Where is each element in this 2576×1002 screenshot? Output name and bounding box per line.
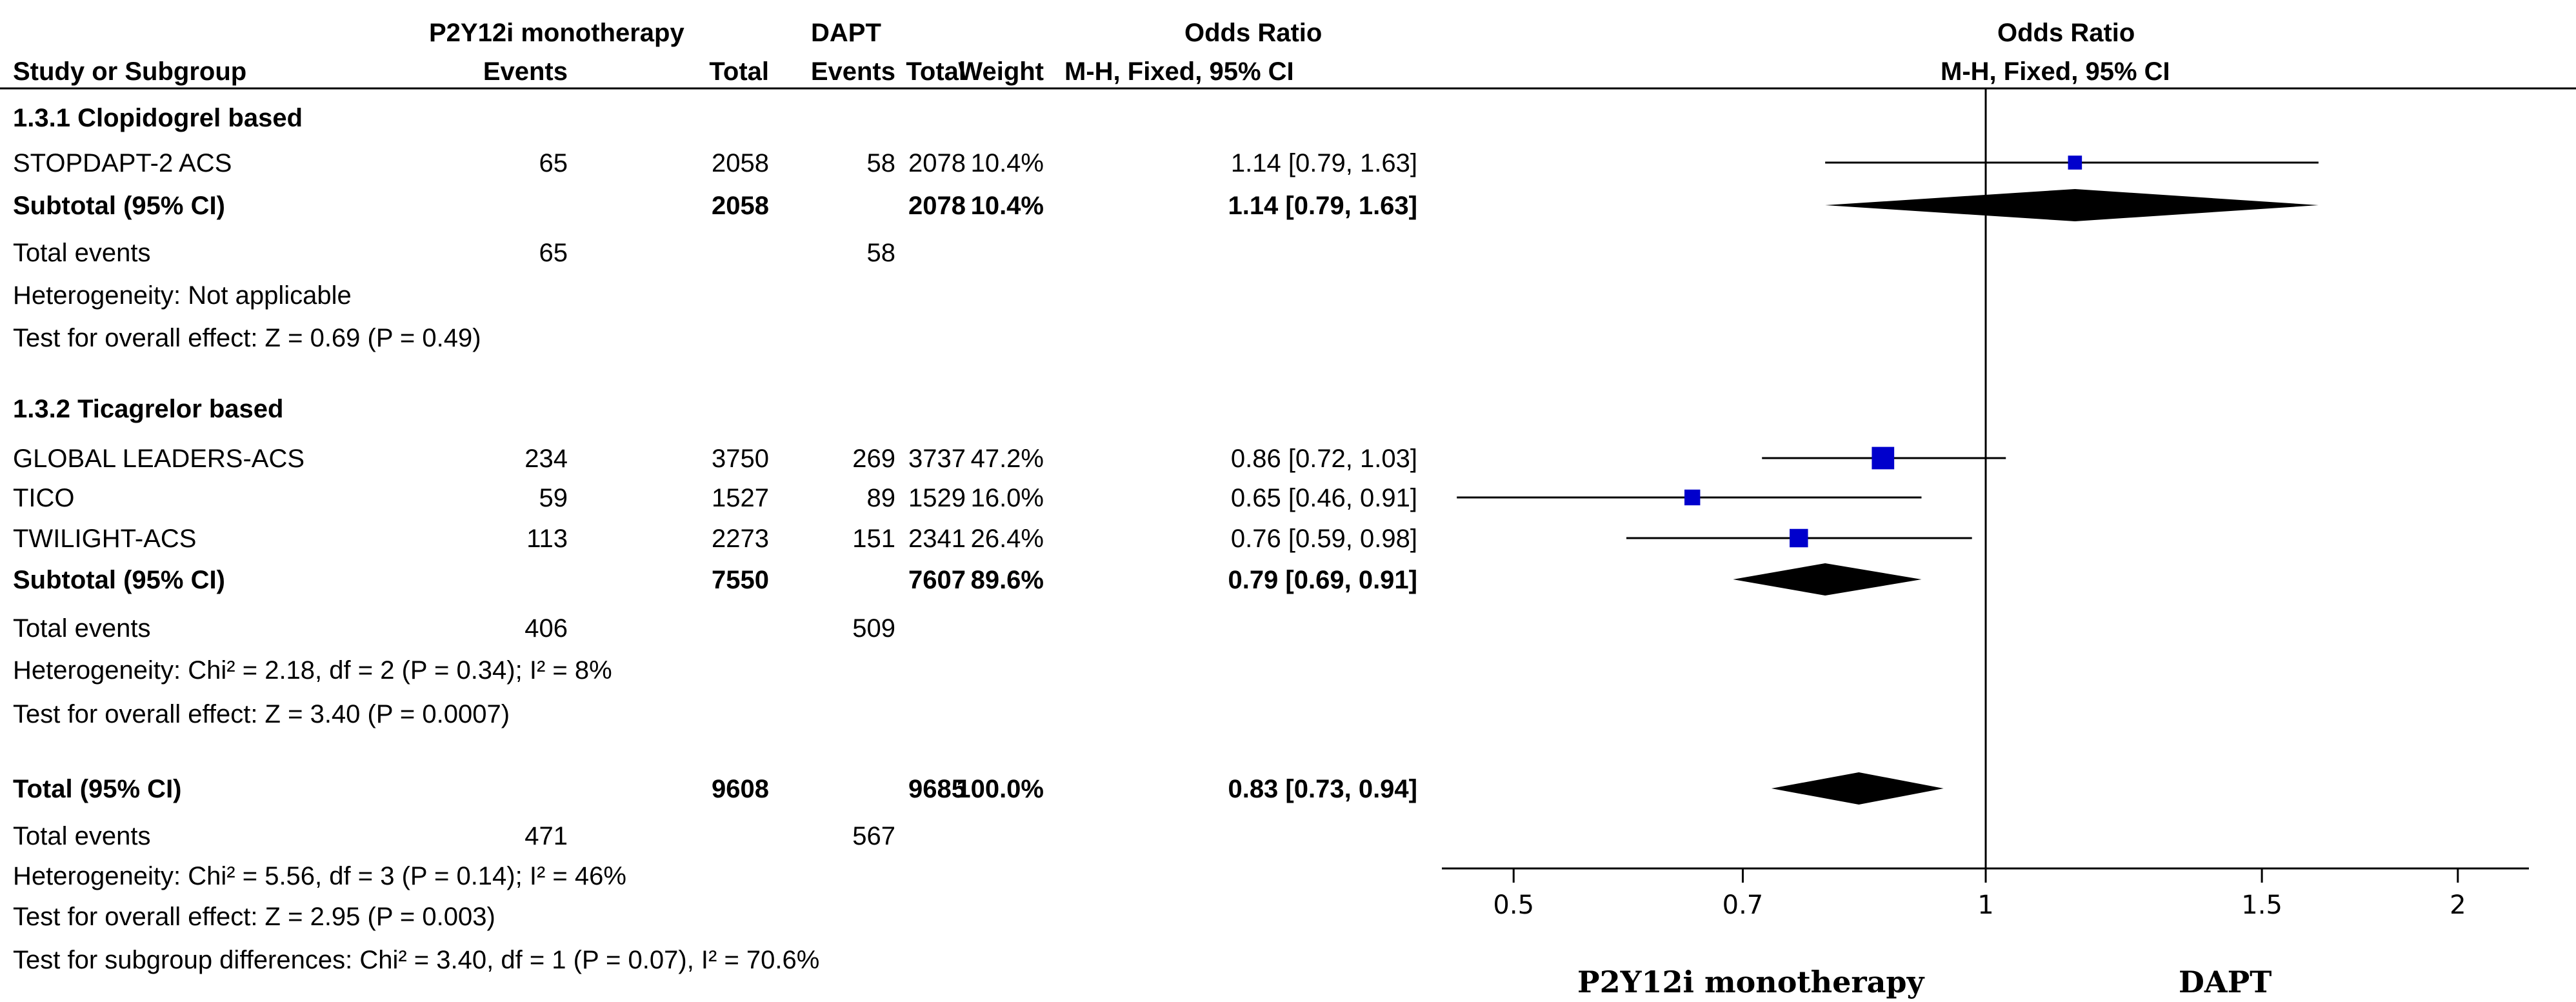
note-label: Heterogeneity: Not applicable [13, 281, 352, 310]
cell-total-ctl: 3737 [908, 445, 966, 473]
header-or-table: Odds Ratio [1184, 19, 1322, 47]
note-label: Test for overall effect: Z = 3.40 (P = 0… [13, 700, 510, 728]
cell-events-ctl: 58 [867, 149, 896, 177]
cell-or-ci: 1.14 [0.79, 1.63] [1231, 149, 1417, 177]
cell-events-ctl: 151 [852, 525, 895, 553]
cell-or-ci: 1.14 [0.79, 1.63] [1228, 192, 1417, 220]
study-label: TICO [13, 484, 75, 512]
note-label: Test for subgroup differences: Chi² = 3.… [13, 946, 819, 974]
cell-total-exp: 7550 [712, 566, 769, 594]
cell-events-exp: 406 [524, 614, 568, 643]
group-label: 1.3.1 Clopidogrel based [13, 104, 303, 132]
cell-events-exp: 59 [539, 484, 568, 512]
study-point-square [1872, 446, 1895, 470]
study-point-square [1684, 489, 1701, 506]
cell-or-ci: 0.65 [0.46, 0.91] [1231, 484, 1417, 512]
cell-events-exp: 113 [526, 525, 568, 553]
cell-or-ci: 0.79 [0.69, 0.91] [1228, 566, 1417, 594]
cell-total-ctl: 2341 [908, 525, 966, 553]
x-tick-label: 1 [1977, 890, 1993, 920]
header-weight: Weight [958, 57, 1044, 86]
group-label: 1.3.2 Ticagrelor based [13, 395, 283, 423]
cell-or-ci: 0.86 [0.72, 1.03] [1231, 445, 1417, 473]
events-label: Total events [13, 822, 150, 850]
cell-total-exp: 2058 [712, 149, 769, 177]
header-group-exp: P2Y12i monotherapy [429, 19, 684, 47]
note-label: Heterogeneity: Chi² = 2.18, df = 2 (P = … [13, 656, 612, 685]
cell-weight: 16.0% [971, 484, 1044, 512]
cell-weight: 100.0% [956, 775, 1044, 803]
cell-total-ctl: 1529 [908, 484, 966, 512]
cell-events-ctl: 509 [852, 614, 895, 643]
favours-right-label: DAPT [2179, 965, 2271, 999]
cell-weight: 26.4% [971, 525, 1044, 553]
pooled-diamond [1733, 563, 1922, 596]
plot-area: 0.5 0.7 1 1.5 2 [1442, 88, 2529, 920]
subtotal-label: Subtotal (95% CI) [13, 192, 225, 220]
header-events-ctl: Events [811, 57, 895, 86]
cell-total-ctl: 7607 [908, 566, 966, 594]
header-total-exp: Total [709, 57, 769, 86]
cell-total-ctl: 9685 [908, 775, 966, 803]
subtotal-label: Total (95% CI) [13, 775, 182, 803]
cell-or-ci: 0.83 [0.73, 0.94] [1228, 775, 1417, 803]
header-events-exp: Events [483, 57, 568, 86]
cell-events-exp: 65 [539, 149, 568, 177]
header-method-plot: M-H, Fixed, 95% CI [1941, 57, 2170, 86]
cell-total-exp: 1527 [712, 484, 769, 512]
events-label: Total events [13, 614, 150, 643]
events-label: Total events [13, 239, 150, 267]
pooled-diamond [1771, 772, 1944, 805]
cell-events-exp: 234 [524, 445, 568, 473]
cell-weight: 10.4% [971, 149, 1044, 177]
cell-weight: 47.2% [971, 445, 1044, 473]
pooled-diamond [1825, 189, 2319, 221]
cell-or-ci: 0.76 [0.59, 0.98] [1231, 525, 1417, 553]
study-point-square [1790, 528, 1808, 548]
study-label: GLOBAL LEADERS-ACS [13, 445, 305, 473]
cell-events-ctl: 89 [867, 484, 896, 512]
cell-events-ctl: 269 [852, 445, 895, 473]
cell-total-exp: 2058 [712, 192, 769, 220]
cell-total-exp: 3750 [712, 445, 769, 473]
cell-total-ctl: 2078 [908, 149, 966, 177]
study-point-square [2068, 155, 2082, 170]
cell-events-ctl: 58 [867, 239, 896, 267]
header-method-table: M-H, Fixed, 95% CI [1064, 57, 1294, 86]
x-tick-label: 2 [2450, 890, 2466, 920]
note-label: Test for overall effect: Z = 0.69 (P = 0… [13, 324, 481, 352]
cell-events-exp: 65 [539, 239, 568, 267]
cell-total-exp: 2273 [712, 525, 769, 553]
note-label: Test for overall effect: Z = 2.95 (P = 0… [13, 903, 495, 931]
header-total-ctl: Total [906, 57, 966, 86]
header-study: Study or Subgroup [13, 57, 246, 86]
note-label: Heterogeneity: Chi² = 5.56, df = 3 (P = … [13, 862, 626, 890]
cell-total-exp: 9608 [712, 775, 769, 803]
x-tick-label: 0.7 [1722, 890, 1764, 920]
subtotal-label: Subtotal (95% CI) [13, 566, 225, 594]
x-tick-label: 0.5 [1493, 890, 1534, 920]
x-tick-label: 1.5 [2241, 890, 2282, 920]
cell-events-exp: 471 [524, 822, 568, 850]
cell-events-ctl: 567 [852, 822, 895, 850]
favours-left-label: P2Y12i monotherapy [1577, 965, 1925, 999]
cell-weight: 10.4% [971, 192, 1044, 220]
header-group-ctl: DAPT [811, 19, 881, 47]
header-or-plot: Odds Ratio [1997, 19, 2135, 47]
study-label: TWILIGHT-ACS [13, 525, 196, 553]
table-rows: 1.3.1 Clopidogrel based STOPDAPT-2 ACS 65 2… [13, 104, 1417, 974]
cell-total-ctl: 2078 [908, 192, 966, 220]
cell-weight: 89.6% [971, 566, 1044, 594]
study-label: STOPDAPT-2 ACS [13, 149, 232, 177]
